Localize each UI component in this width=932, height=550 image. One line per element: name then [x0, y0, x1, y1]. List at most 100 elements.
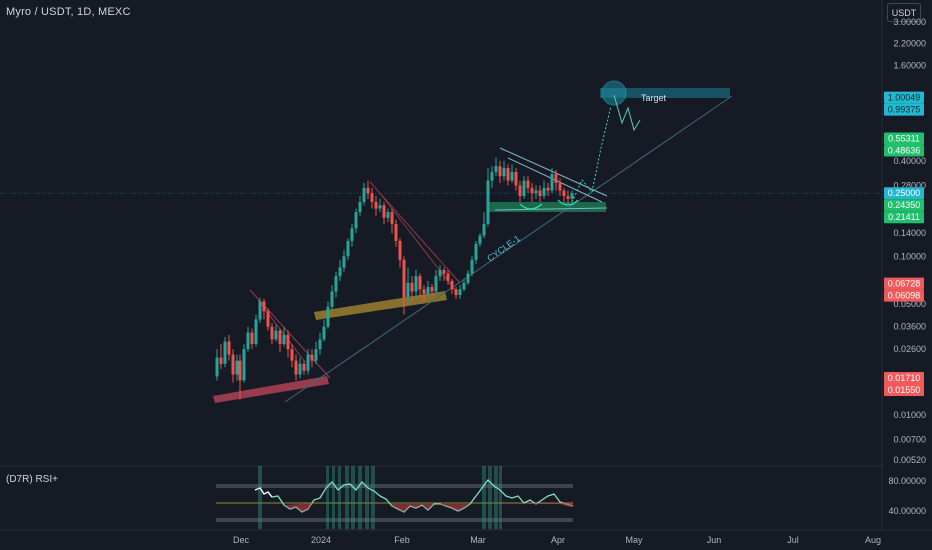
candle-body — [426, 287, 430, 294]
candle-body — [490, 172, 494, 181]
candle-body — [502, 168, 506, 177]
candle-body — [430, 287, 434, 292]
candle-body — [350, 228, 354, 241]
candle-body — [534, 190, 538, 194]
rsi-highlight-column — [358, 466, 362, 529]
cup-arc-2 — [557, 199, 579, 206]
candle-body — [362, 187, 366, 202]
rsi-line-start — [254, 487, 273, 498]
target-zone — [600, 88, 730, 98]
candle-body — [510, 172, 514, 181]
price-label-box — [884, 289, 924, 302]
candle-body — [438, 269, 442, 277]
candle-body — [338, 267, 342, 277]
y-tick-label: 3.00000 — [893, 17, 926, 27]
support-zone-2 — [314, 291, 447, 320]
candle-body — [390, 212, 394, 224]
candle-body — [506, 168, 510, 181]
rsi-highlight-column — [351, 466, 355, 529]
rsi-highlight-column — [345, 466, 349, 529]
candle-body — [450, 280, 454, 290]
chart-title: Myro / USDT, 1D, MEXC — [6, 6, 131, 18]
rsi-lower-band — [216, 518, 573, 522]
candle-body — [286, 334, 290, 350]
y-tick-label: 0.05000 — [893, 299, 926, 309]
candle-body — [418, 276, 422, 290]
candle-body — [227, 341, 231, 355]
candle-body — [458, 289, 462, 296]
downtrend-line-1 — [249, 289, 331, 379]
candle-body — [370, 193, 374, 202]
candle-body — [322, 326, 326, 340]
price-label-box — [884, 144, 924, 157]
candle-body — [410, 282, 414, 292]
support-zone-1 — [213, 376, 329, 403]
downtrend-line-2 — [369, 181, 461, 284]
candle-body — [366, 187, 370, 194]
candle-body — [278, 330, 282, 345]
candle-body — [546, 187, 550, 191]
candle-body — [290, 349, 294, 361]
candle-body — [454, 289, 458, 296]
projection-path-up — [571, 105, 612, 203]
price-label: 0.48636 — [888, 145, 921, 155]
candle-body — [554, 174, 558, 183]
candle-body — [550, 174, 554, 191]
rsi-highlight-column — [338, 466, 341, 529]
candle-body — [478, 235, 482, 244]
candle-body — [246, 332, 250, 350]
candle-body — [558, 182, 562, 191]
x-tick-label: Jun — [707, 535, 722, 545]
y-tick-label: 0.00520 — [893, 455, 926, 465]
candle-body — [223, 341, 227, 364]
candle-body — [482, 223, 486, 236]
y-tick-label: 0.00700 — [893, 435, 926, 445]
x-tick-label: Aug — [865, 535, 881, 545]
candle-body — [342, 256, 346, 268]
price-label: 0.99375 — [888, 105, 921, 115]
rsi-fill-low — [284, 503, 314, 512]
y-tick-label: 2.20000 — [893, 38, 926, 48]
candle-body — [294, 360, 298, 375]
rsi-indicator-title[interactable]: (D7R) RSI+ — [6, 474, 58, 485]
candle-body — [262, 301, 266, 312]
y-tick-label: 1.60000 — [893, 60, 926, 70]
candle-body — [402, 259, 406, 298]
candle-body — [374, 201, 378, 209]
candle-body — [526, 180, 530, 188]
rsi-pane: 80.00000 40.00000 — [216, 466, 926, 529]
price-label: 0.55311 — [888, 133, 920, 143]
candle-body — [386, 212, 390, 218]
candle-body — [250, 332, 254, 345]
price-label: 0.06728 — [888, 279, 921, 289]
candle-body — [394, 223, 398, 241]
candle-body — [442, 269, 446, 274]
rsi-tick-label: 80.00000 — [888, 476, 926, 486]
candle-body — [514, 172, 518, 186]
price-label: 0.24350 — [888, 200, 921, 210]
candle-body — [231, 354, 235, 375]
support-zone-3 — [487, 202, 606, 212]
target-label: Target — [641, 93, 667, 103]
price-label-box — [884, 211, 924, 224]
candle-body — [406, 282, 410, 298]
y-tick-label: 0.14000 — [893, 228, 926, 238]
candle-body — [235, 360, 239, 375]
y-tick-label: 0.03600 — [893, 322, 926, 332]
rsi-fill-low — [524, 503, 573, 507]
currency-button[interactable]: USDT — [887, 3, 921, 22]
candles — [215, 157, 574, 400]
price-label-box — [884, 103, 924, 116]
candle-body — [219, 357, 223, 364]
rsi-highlight-column — [365, 466, 369, 529]
price-label-box — [884, 199, 924, 212]
y-tick-label: 0.40000 — [893, 156, 926, 166]
candle-body — [466, 273, 470, 283]
rsi-upper-band — [216, 484, 573, 488]
rsi-highlight-column — [488, 466, 492, 529]
x-tick-label: May — [625, 535, 643, 545]
candle-body — [266, 311, 270, 327]
rsi-highlight-column — [499, 466, 502, 529]
candle-body — [530, 187, 534, 194]
